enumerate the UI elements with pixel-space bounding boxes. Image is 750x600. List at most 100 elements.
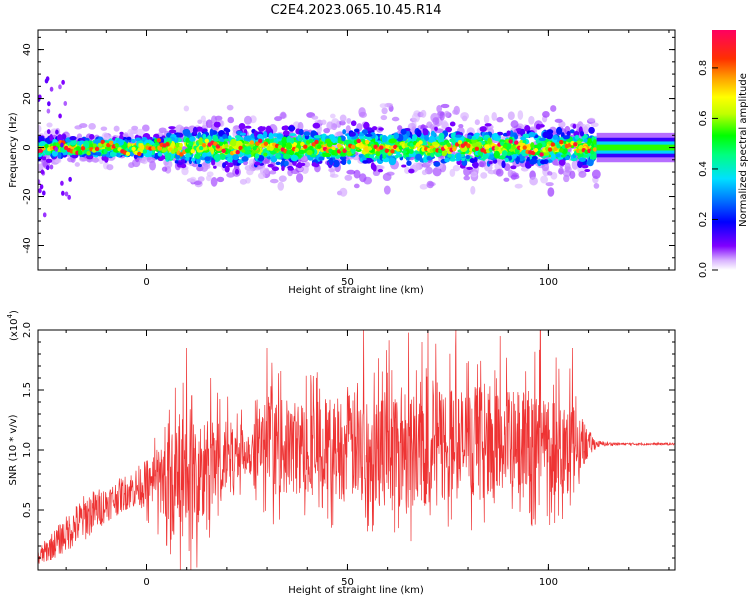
spectrogram-cell [205,119,213,128]
spectrogram-cell [449,157,456,162]
spectrogram-cell [339,187,348,197]
spectrogram-cell [182,128,191,137]
spectrogram-cell [86,151,91,156]
spectrogram-cell [46,108,51,114]
spectrogram-cell [507,111,515,121]
spectrogram-cell [466,166,474,170]
spectrogram-cell [175,124,184,134]
spectrogram-cell [351,148,355,155]
x-tick-label: 100 [539,277,558,288]
spectrogram-cell [444,110,450,118]
spectrogram-cell [375,150,381,157]
spectrogram-cell [156,138,162,143]
spectrogram-panel: 0 50 100 -40 -20 0 20 40 Height of straight li… [8,29,676,296]
spectrogram-cell [588,126,595,134]
spectrogram-cell [590,149,595,155]
y-tick-label: 1.0 [22,442,33,458]
spectrogram-cell [46,122,53,128]
spectrogram-cell [88,122,96,130]
spectrogram-cell [61,79,65,85]
spectrogram-frame [37,29,676,271]
spectrogram-cell [337,140,344,144]
spectrogram-cell [51,150,59,157]
spectrogram-cell [408,148,414,155]
spectrogram-cell [244,125,252,129]
spectrogram-cell [289,133,297,137]
spectrogram-marks [38,76,675,218]
spectrogram-cell [465,155,471,160]
spectrogram-cell [197,163,202,168]
spectrogram-cell [161,166,168,172]
x-tick-label: 0 [143,577,149,588]
spectrogram-cell [258,138,263,144]
spectrogram-cell [359,173,367,183]
spectrogram-cell [69,136,77,141]
spectrogram-cell [577,152,584,158]
spectrogram-cell [470,171,478,178]
spectrogram-cell [559,139,564,145]
spectrogram-cell [501,160,506,169]
colorbar-tick-label: 0.2 [698,212,709,228]
spectrogram-cell [179,142,183,148]
spectrogram-cell [511,145,516,150]
spectrogram-cell [126,136,132,141]
spectrogram-cell [439,141,446,146]
spectrogram-x-axis-label: Height of straight line (km) [288,285,424,296]
spectrogram-cell [514,183,523,189]
spectrogram-cell [222,134,228,140]
spectrogram-cell [342,129,347,135]
spectrogram-cell [194,153,201,160]
x-tick-label: 50 [341,577,354,588]
spectrogram-cell [96,151,102,156]
spectrogram-cell [201,142,207,148]
spectrogram-cell [330,113,336,119]
spectrogram-cell [261,126,266,131]
spectrogram-cell [328,168,335,173]
spectrogram-cell [168,126,176,130]
spectrogram-cell [484,144,490,149]
spectrogram-y-axis-label: Frequency (Hz) [8,112,19,188]
spectrogram-cell [222,162,227,169]
spectrogram-cell [457,140,463,145]
spectrogram-y-ticks: -40 -20 0 20 40 [22,36,675,271]
spectrogram-cell [353,128,360,133]
spectrogram-cell [277,144,283,150]
spectrogram-cell [77,150,83,155]
spectrogram-cell [508,139,513,144]
spectrogram-cell [151,146,156,151]
spectrogram-cell [550,153,556,161]
spectrogram-cell [141,157,148,165]
spectrogram-cell [68,176,72,182]
spectrogram-cell [328,157,334,166]
spectrogram-cell [326,140,333,147]
spectrogram-cell [295,173,304,183]
spectrogram-cell [377,165,385,170]
spectrogram-cell [294,147,300,153]
spectrogram-cell [164,159,173,169]
colorbar-label: Normalized spectral amplitude [738,73,749,227]
spectrogram-cell [298,129,304,136]
spectrogram-cell [202,133,207,139]
spectrogram-cell [391,116,400,122]
spectrogram-cell [480,172,488,179]
spectrogram-cell [168,129,177,134]
spectrogram-cell [297,149,306,155]
spectrogram-cell [275,161,281,166]
spectrogram-cell [238,145,243,151]
spectrogram-cell [149,140,155,145]
spectrogram-cell [487,137,492,144]
spectrogram-cell [381,135,388,143]
spectrogram-cell [424,134,429,142]
spectrogram-cell [297,121,304,131]
spectrogram-cell [452,164,461,172]
spectrogram-cell [383,185,391,195]
spectrogram-cell [405,156,410,161]
spectrogram-cell [254,153,260,159]
spectrogram-cell [388,157,397,166]
spectrogram-cell [252,146,257,151]
spectrogram-cell [538,137,547,142]
spectrogram-cell [58,84,62,90]
spectrogram-cell [344,174,353,181]
spectrogram-cell [313,135,322,139]
snr-scale-prefix: (x10 [9,318,20,341]
